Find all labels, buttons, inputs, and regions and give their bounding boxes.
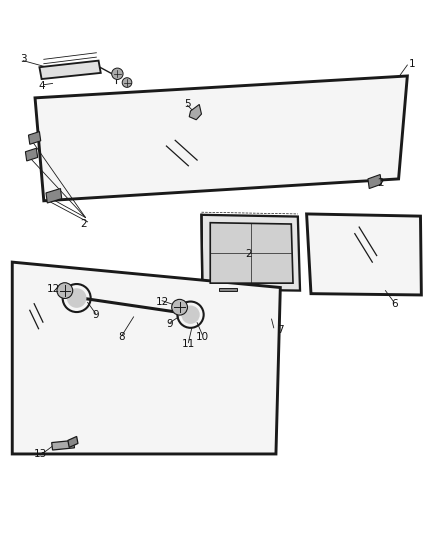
Text: 10: 10 [196, 332, 209, 342]
Polygon shape [12, 262, 280, 454]
Text: 2: 2 [378, 178, 385, 188]
Text: 1: 1 [408, 59, 415, 69]
Text: 9: 9 [92, 310, 99, 320]
Text: 2: 2 [245, 249, 252, 259]
Text: 13: 13 [34, 449, 47, 459]
Polygon shape [368, 174, 381, 189]
Polygon shape [35, 76, 407, 201]
Polygon shape [189, 104, 201, 120]
Polygon shape [68, 437, 78, 447]
Polygon shape [201, 215, 300, 290]
Text: 7: 7 [277, 325, 284, 335]
Text: 6: 6 [391, 298, 398, 309]
Text: 3: 3 [20, 54, 27, 64]
Polygon shape [28, 132, 41, 144]
Text: 9: 9 [166, 319, 173, 329]
Text: 2: 2 [80, 219, 87, 229]
Circle shape [181, 305, 200, 324]
Polygon shape [46, 189, 62, 203]
Polygon shape [25, 148, 38, 161]
Polygon shape [307, 214, 421, 295]
Polygon shape [210, 223, 293, 283]
Circle shape [112, 68, 123, 79]
Text: 12: 12 [47, 284, 60, 294]
Circle shape [67, 288, 86, 308]
Polygon shape [219, 287, 237, 291]
Polygon shape [52, 440, 74, 450]
Text: 5: 5 [184, 99, 191, 109]
Circle shape [122, 78, 132, 87]
Text: 12: 12 [155, 297, 169, 308]
Text: 8: 8 [118, 333, 125, 343]
Circle shape [57, 282, 73, 298]
Circle shape [172, 300, 187, 315]
Polygon shape [39, 61, 101, 79]
Text: 4: 4 [38, 81, 45, 91]
Text: 11: 11 [182, 340, 195, 350]
